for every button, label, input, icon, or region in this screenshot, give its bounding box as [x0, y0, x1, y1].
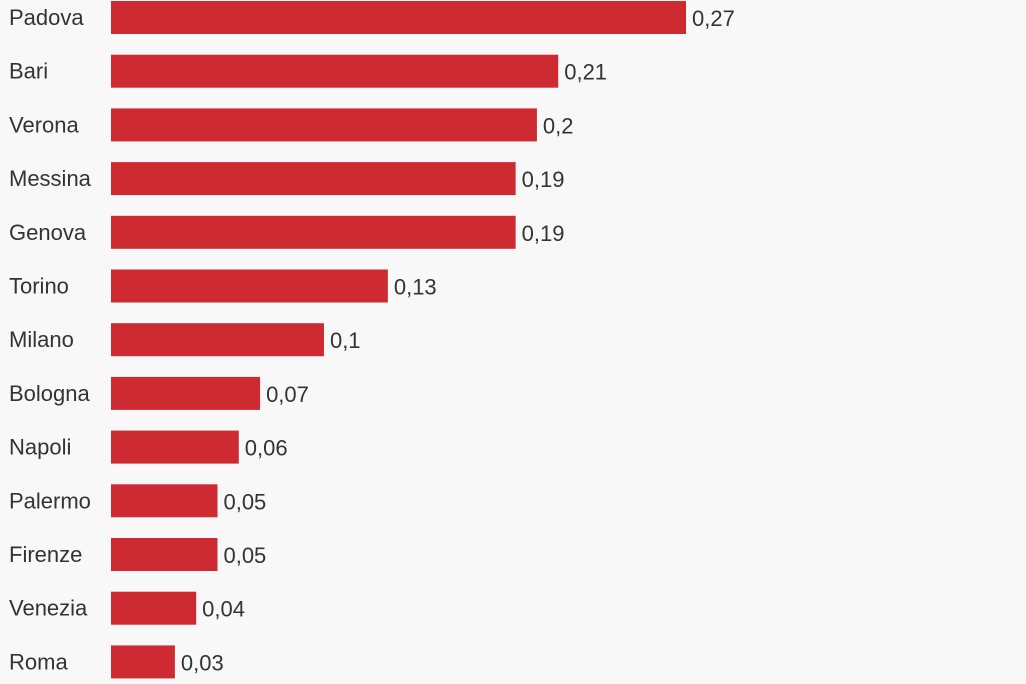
- value-label: 0,03: [181, 650, 224, 675]
- category-label: Venezia: [9, 596, 88, 621]
- value-label: 0,19: [522, 167, 565, 192]
- value-label: 0,07: [266, 382, 309, 407]
- category-label: Verona: [9, 112, 79, 137]
- bar: [111, 430, 239, 464]
- bar: [111, 538, 218, 571]
- category-label: Napoli: [9, 435, 71, 460]
- bar: [111, 54, 559, 88]
- bar: [111, 1, 686, 34]
- value-label: 0,19: [522, 221, 565, 246]
- value-label: 0,21: [564, 60, 607, 85]
- category-label: Roma: [9, 649, 68, 674]
- category-label: Messina: [9, 166, 92, 191]
- bar: [111, 108, 537, 142]
- bar: [111, 484, 218, 518]
- bar: [111, 162, 516, 196]
- value-label: 0,13: [394, 275, 437, 300]
- bar: [111, 269, 388, 303]
- value-label: 0,27: [692, 6, 735, 31]
- value-label: 0,1: [330, 328, 361, 353]
- bar: [111, 323, 324, 357]
- category-label: Genova: [9, 220, 87, 245]
- category-label: Palermo: [9, 488, 91, 513]
- value-label: 0,04: [202, 597, 245, 622]
- value-label: 0,05: [223, 543, 266, 568]
- category-label: Bologna: [9, 381, 91, 406]
- bar: [111, 591, 197, 625]
- bar: [111, 376, 261, 410]
- bar: [111, 215, 516, 249]
- category-label: Torino: [9, 274, 69, 299]
- bar: [111, 645, 175, 679]
- category-label: Bari: [9, 59, 48, 84]
- labels-layer: Padova 0,27 Bari 0,21 Verona 0,2 Messina 0,19 Ge…: [9, 5, 735, 675]
- value-label: 0,2: [543, 113, 574, 138]
- bars-layer: [111, 1, 686, 679]
- category-label: Milano: [9, 327, 74, 352]
- category-label: Firenze: [9, 542, 82, 567]
- value-label: 0,05: [223, 489, 266, 514]
- value-label: 0,06: [245, 436, 288, 461]
- category-label: Padova: [9, 5, 84, 30]
